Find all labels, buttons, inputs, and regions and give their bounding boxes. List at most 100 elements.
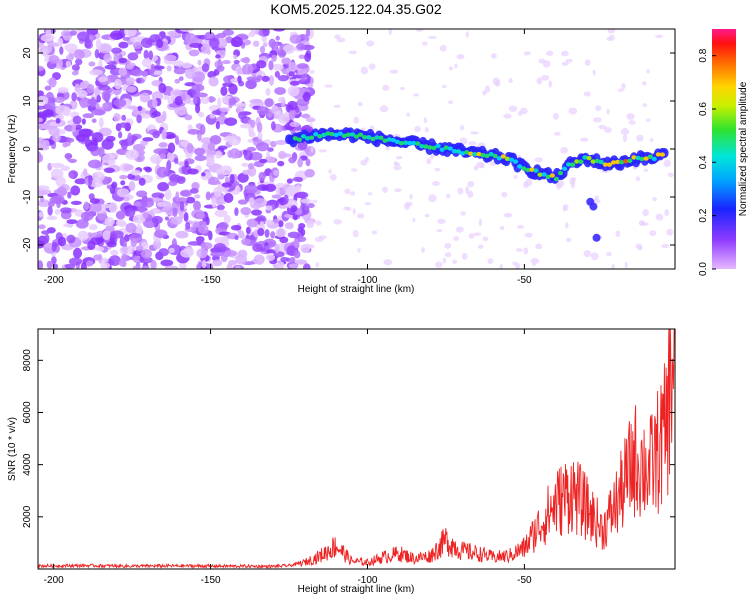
heatmap-noise-cell xyxy=(216,199,223,206)
heatmap-noise-cell xyxy=(113,78,123,90)
heatmap-noise-cell xyxy=(55,118,61,124)
heatmap-noise-cell xyxy=(88,193,95,200)
signal-track-peak-cell xyxy=(635,155,641,161)
heatmap-noise-cell xyxy=(413,93,420,97)
signal-track-peak-cell xyxy=(504,156,511,161)
heatmap-noise-cell xyxy=(115,220,121,226)
heatmap-noise-cell xyxy=(382,186,388,193)
heatmap-noise-cell xyxy=(243,56,251,64)
heatmap-noise-cell xyxy=(71,92,77,102)
heatmap-noise-cell xyxy=(173,157,179,164)
heatmap-noise-cell xyxy=(38,260,44,269)
heatmap-noise-cell xyxy=(448,100,454,105)
heatmap-noise-cell xyxy=(41,230,50,235)
heatmap-noise-cell xyxy=(530,257,540,264)
heatmap-noise-cell xyxy=(163,94,170,101)
heatmap-noise-cell xyxy=(560,50,569,57)
heatmap-noise-cell xyxy=(357,248,361,253)
heatmap-noise-cell xyxy=(80,211,94,221)
heatmap-noise-cell xyxy=(297,157,303,168)
signal-track-peak-cell xyxy=(296,137,302,142)
heatmap-noise-cell xyxy=(156,166,169,178)
heatmap-noise-cell xyxy=(123,196,130,202)
heatmap-noise-cell xyxy=(523,51,531,56)
signal-track-peak-cell xyxy=(557,170,564,176)
heatmap-noise-cell xyxy=(71,70,79,76)
heatmap-noise-cell xyxy=(229,173,235,184)
heatmap-noise-cell xyxy=(122,164,134,171)
signal-track-peak-cell xyxy=(561,166,568,172)
heatmap-noise-cell xyxy=(38,224,46,230)
colorbar-tick-label: 0.8 xyxy=(698,48,709,62)
heatmap-noise-cell xyxy=(459,125,465,131)
heatmap-noise-cell xyxy=(429,155,435,160)
heatmap-noise-cell xyxy=(89,224,98,231)
heatmap-noise-cell xyxy=(185,221,191,230)
heatmap-noise-cell xyxy=(110,230,124,239)
signal-track-peak-cell xyxy=(451,149,458,154)
heatmap-noise-cell xyxy=(536,77,543,85)
heatmap-noise-cell xyxy=(459,137,468,145)
spectrogram-x-tick-label: -150 xyxy=(201,275,221,286)
heatmap-noise-cell xyxy=(268,75,275,86)
signal-track-peak-cell xyxy=(435,143,441,149)
heatmap-noise-cell xyxy=(101,203,112,209)
heatmap-noise-cell xyxy=(86,29,99,36)
heatmap-noise-cell xyxy=(249,98,263,104)
heatmap-noise-cell xyxy=(47,205,53,216)
heatmap-noise-cell xyxy=(427,35,437,40)
heatmap-noise-cell xyxy=(268,60,274,71)
heatmap-noise-cell xyxy=(205,191,211,201)
heatmap-noise-cell xyxy=(645,118,651,122)
heatmap-noise-cell xyxy=(307,83,314,89)
heatmap-noise-cell xyxy=(257,132,263,140)
colorbar-tick-label: 0.0 xyxy=(698,262,709,276)
heatmap-noise-cell xyxy=(184,160,189,168)
heatmap-noise-cell xyxy=(468,233,475,239)
heatmap-noise-cell xyxy=(151,65,165,70)
heatmap-noise-cell xyxy=(87,159,102,169)
heatmap-noise-cell xyxy=(234,207,239,217)
heatmap-noise-cell xyxy=(277,74,289,82)
heatmap-noise-cell xyxy=(626,113,635,120)
heatmap-noise-cell xyxy=(168,180,178,187)
heatmap-noise-cell xyxy=(132,143,146,152)
heatmap-noise-cell xyxy=(286,186,297,196)
heatmap-noise-cell xyxy=(226,263,233,269)
heatmap-noise-cell xyxy=(210,251,223,257)
heatmap-noise-cell xyxy=(294,94,304,100)
heatmap-noise-cell xyxy=(568,107,578,115)
signal-track-peak-cell xyxy=(459,151,466,156)
heatmap-noise-cell xyxy=(81,118,86,125)
heatmap-noise-cell xyxy=(352,208,356,215)
heatmap-noise-cell xyxy=(649,138,654,143)
heatmap-noise-cell xyxy=(54,208,61,215)
heatmap-noise-cell xyxy=(284,222,294,230)
heatmap-noise-cell xyxy=(554,131,561,136)
heatmap-noise-cell xyxy=(66,234,76,244)
heatmap-noise-cell xyxy=(135,190,148,198)
signal-track-peak-cell xyxy=(594,158,600,164)
heatmap-noise-cell xyxy=(368,63,376,70)
signal-track-peak-cell xyxy=(309,135,315,140)
heatmap-noise-cell xyxy=(642,81,647,86)
heatmap-noise-cell xyxy=(348,50,358,55)
heatmap-noise-cell xyxy=(211,110,223,116)
heatmap-noise-cell xyxy=(517,110,523,116)
heatmap-noise-cell xyxy=(379,105,389,113)
heatmap-noise-cell xyxy=(275,186,280,197)
heatmap-noise-cell xyxy=(113,113,121,122)
heatmap-noise-cell xyxy=(175,230,189,239)
heatmap-noise-cell xyxy=(245,226,251,235)
heatmap-noise-cell xyxy=(441,84,447,89)
heatmap-noise-cell xyxy=(163,54,177,62)
heatmap-noise-cell xyxy=(153,148,167,155)
heatmap-noise-cell xyxy=(257,228,265,237)
heatmap-noise-cell xyxy=(156,201,166,207)
heatmap-noise-cell xyxy=(637,246,643,251)
heatmap-noise-cell xyxy=(171,216,183,225)
heatmap-noise-cell xyxy=(256,121,263,133)
spectrogram-y-tick-label: 20 xyxy=(22,47,33,59)
heatmap-noise-cell xyxy=(83,168,88,177)
heatmap-noise-cell xyxy=(57,37,64,47)
